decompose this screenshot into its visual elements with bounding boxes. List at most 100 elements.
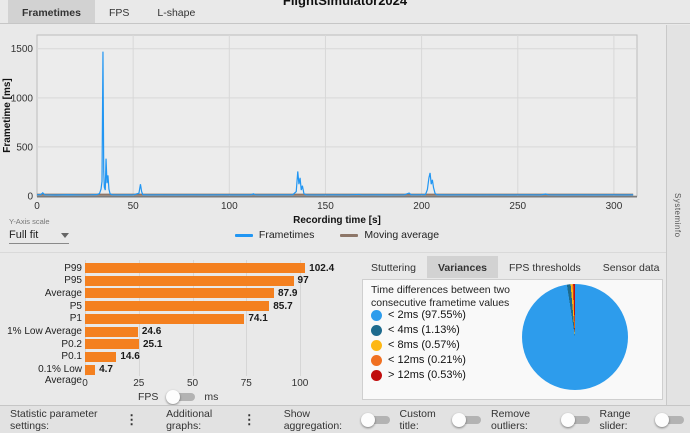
percentile-label: Average bbox=[44, 287, 82, 299]
percentile-value: 102.4 bbox=[309, 262, 335, 274]
legend-item-frametimes: Frametimes bbox=[234, 229, 314, 241]
tab-l-shape[interactable]: L-shape bbox=[157, 7, 196, 19]
bar-axis-tick: 50 bbox=[186, 378, 199, 389]
additional-graphs: Additional graphs: ⋮ bbox=[166, 408, 262, 432]
range-slider-label: Range slider: bbox=[599, 407, 631, 432]
percentile-value: 87.9 bbox=[277, 287, 298, 299]
tab-frametimes[interactable]: Frametimes bbox=[8, 0, 95, 23]
percentile-bar bbox=[85, 263, 306, 273]
variance-legend-label: < 12ms (0.21%) bbox=[388, 354, 466, 366]
svg-text:Recording time [s]: Recording time [s] bbox=[293, 215, 381, 225]
fps-ms-unit-toggle: FPS ms bbox=[138, 390, 218, 404]
variance-legend-dot bbox=[371, 369, 382, 381]
section-divider bbox=[0, 252, 690, 253]
systeminfo-side-panel[interactable]: Systeminfo bbox=[666, 25, 690, 405]
tab-fps[interactable]: FPS bbox=[108, 7, 130, 19]
analysis-tabbar: Stuttering Variances FPS thresholds Sens… bbox=[360, 256, 670, 278]
svg-text:150: 150 bbox=[317, 201, 334, 212]
percentile-value: 25.1 bbox=[142, 338, 163, 350]
svg-text:200: 200 bbox=[413, 201, 430, 212]
svg-text:0: 0 bbox=[34, 201, 40, 212]
bar-gridline bbox=[246, 260, 248, 376]
variance-legend-item: < 4ms (1.13%) bbox=[371, 324, 460, 336]
svg-text:1500: 1500 bbox=[11, 44, 34, 55]
svg-text:0: 0 bbox=[27, 192, 33, 203]
y-axis-scale-select[interactable]: Full fit bbox=[9, 227, 69, 244]
moving-average-swatch bbox=[340, 233, 359, 237]
percentile-label: P95 bbox=[64, 275, 82, 287]
range-slider-toggle-group: Range slider: bbox=[599, 407, 685, 432]
custom-title-label: Custom title: bbox=[399, 407, 436, 432]
svg-text:250: 250 bbox=[509, 201, 526, 212]
svg-text:500: 500 bbox=[16, 142, 33, 153]
frametimes-swatch bbox=[234, 233, 253, 237]
percentile-label: 0.1% Low Average bbox=[38, 364, 82, 387]
tab-sensor-data[interactable]: Sensor data bbox=[602, 262, 660, 274]
bottom-toolbar: Statistic parameter settings: ⋮ Addition… bbox=[0, 405, 690, 433]
variance-legend-dot bbox=[371, 309, 382, 321]
custom-title-switch[interactable] bbox=[452, 412, 482, 427]
svg-text:Frametime [ms]: Frametime [ms] bbox=[2, 78, 13, 152]
variance-legend-item: < 8ms (0.57%) bbox=[371, 339, 460, 351]
variance-legend-item: > 12ms (0.53%) bbox=[371, 369, 466, 381]
percentile-bar bbox=[85, 275, 294, 286]
svg-text:300: 300 bbox=[606, 201, 623, 212]
percentile-bar bbox=[85, 364, 96, 375]
remove-outliers-switch[interactable] bbox=[560, 412, 590, 427]
variances-description-line1: Time differences between two bbox=[371, 284, 510, 296]
variance-pie-chart bbox=[522, 284, 628, 390]
percentile-value: 74.1 bbox=[248, 313, 268, 325]
percentile-bar bbox=[85, 313, 245, 324]
bar-axis-tick: 75 bbox=[240, 378, 252, 389]
variances-description-line2: consecutive frametime values bbox=[371, 297, 510, 309]
svg-text:50: 50 bbox=[128, 201, 140, 212]
tab-variances[interactable]: Variances bbox=[426, 256, 498, 278]
variance-legend-dot bbox=[371, 354, 382, 366]
frametime-chart[interactable]: 0 50 100 150 200 250 300 0 500 1000 1500 Recording … bbox=[0, 25, 664, 225]
legend-label: Moving average bbox=[364, 229, 440, 241]
variance-legend-dot bbox=[371, 339, 382, 351]
variance-legend-label: < 8ms (0.57%) bbox=[388, 339, 460, 351]
variances-panel: Time differences between two consecutive… bbox=[362, 279, 663, 400]
bar-axis-tick: 100 bbox=[291, 378, 309, 389]
svg-text:1000: 1000 bbox=[11, 93, 34, 104]
remove-outliers-toggle-group: Remove outliers: bbox=[491, 408, 590, 432]
show-aggregation-label: Show aggregation: bbox=[283, 407, 343, 432]
kebab-menu-icon[interactable]: ⋮ bbox=[242, 411, 256, 427]
percentile-value: 4.7 bbox=[99, 364, 113, 376]
ms-unit-label: ms bbox=[204, 391, 219, 403]
percentile-label: P99 bbox=[64, 262, 82, 274]
frametime-legend: Frametimes Moving average bbox=[37, 229, 637, 241]
page-title: FlightSimulator2024 bbox=[282, 0, 408, 8]
percentile-label: P5 bbox=[69, 300, 82, 312]
legend-item-moving-average: Moving average bbox=[340, 229, 439, 241]
percentile-value: 85.7 bbox=[273, 300, 293, 312]
show-aggregation-switch[interactable] bbox=[360, 412, 390, 427]
svg-text:100: 100 bbox=[221, 201, 238, 212]
show-aggregation-toggle-group: Show aggregation: bbox=[283, 407, 390, 432]
unit-toggle-switch[interactable] bbox=[166, 390, 196, 404]
variance-legend-label: > 12ms (0.53%) bbox=[388, 369, 466, 381]
statistic-settings-label: Statistic parameter settings: bbox=[10, 407, 98, 432]
y-axis-scale-label: Y-Axis scale bbox=[9, 217, 50, 226]
percentile-value: 14.6 bbox=[120, 351, 140, 363]
bar-axis-tick: 0 bbox=[82, 378, 88, 389]
percentile-bar bbox=[85, 301, 270, 312]
tab-stuttering[interactable]: Stuttering bbox=[371, 262, 416, 274]
custom-title-toggle-group: Custom title: bbox=[399, 407, 482, 432]
percentile-bar bbox=[85, 339, 139, 350]
toolbar-toggles: Show aggregation: Custom title: Remove o… bbox=[283, 407, 685, 432]
percentile-value: 24.6 bbox=[141, 326, 162, 337]
y-axis-scale-value: Full fit bbox=[9, 229, 39, 241]
bar-axis-tick: 25 bbox=[133, 378, 145, 389]
tab-fps-thresholds[interactable]: FPS thresholds bbox=[509, 262, 581, 274]
percentile-label: 1% Low Average bbox=[7, 326, 82, 337]
percentile-bar bbox=[85, 351, 117, 362]
variance-legend-label: < 4ms (1.13%) bbox=[388, 324, 460, 336]
chart-tabbar: Frametimes FPS L-shape bbox=[0, 0, 690, 24]
kebab-menu-icon[interactable]: ⋮ bbox=[125, 411, 139, 427]
variance-legend-item: < 12ms (0.21%) bbox=[371, 354, 466, 366]
range-slider-switch[interactable] bbox=[655, 412, 685, 427]
variance-legend-item: < 2ms (97.55%) bbox=[371, 309, 466, 321]
percentile-bar-chart: 0 25 50 75 100 P99 102.4 P95 97 Average 87.9 P5 85.7… bbox=[0, 260, 356, 405]
